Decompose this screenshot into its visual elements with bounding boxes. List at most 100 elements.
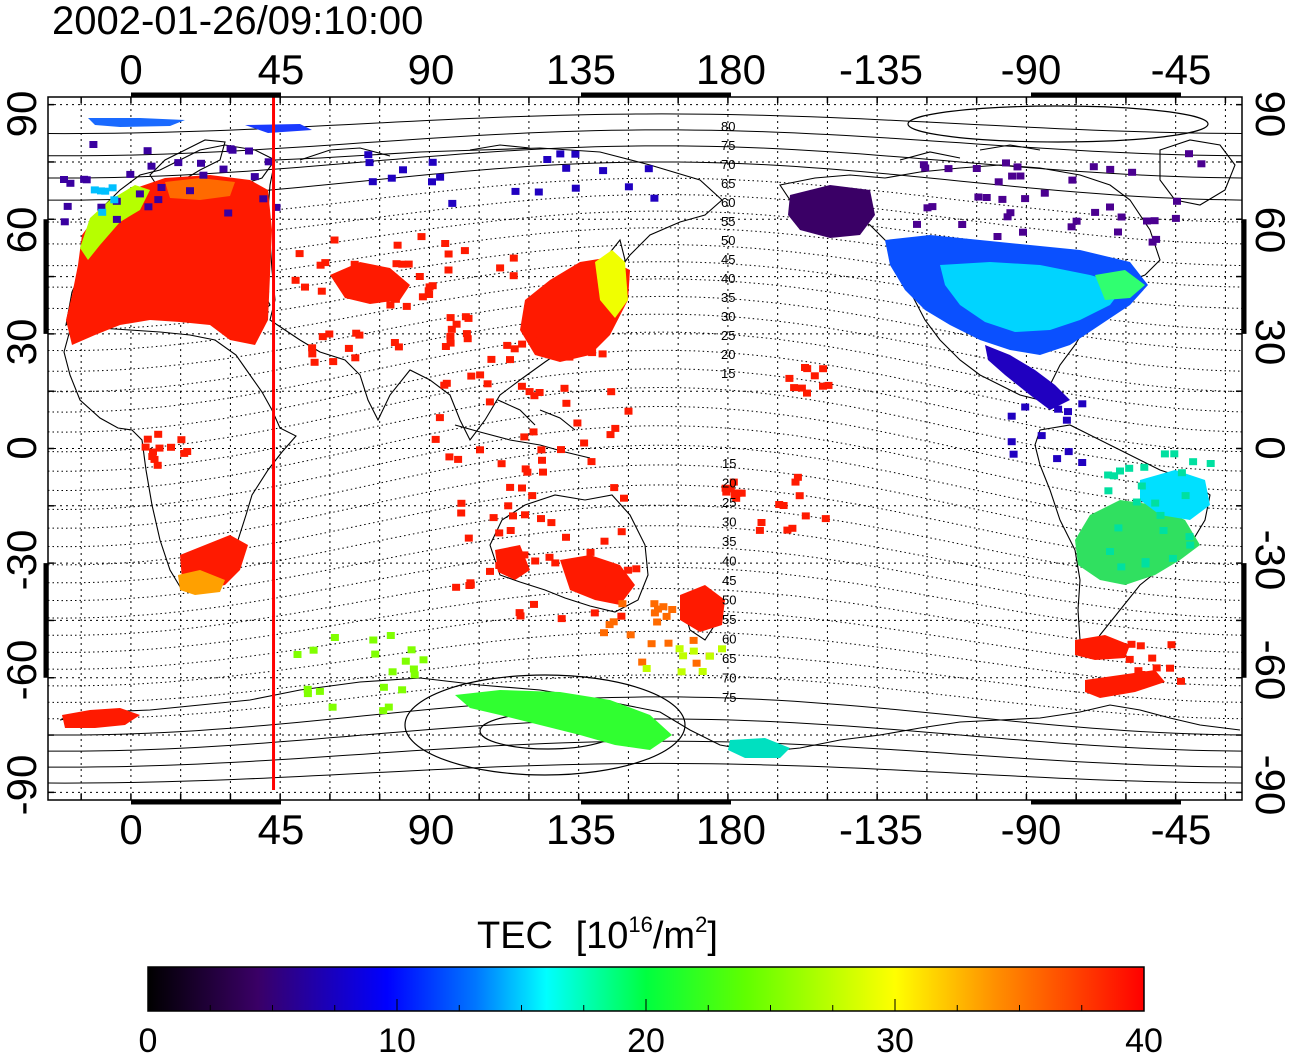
contour-lines <box>48 105 1242 784</box>
coast-indonesia <box>454 399 591 459</box>
contour-label: 70 <box>721 157 735 172</box>
contour-line <box>48 386 1242 472</box>
tec-measurement-dot <box>523 468 532 476</box>
tec-measurement-dot <box>199 171 208 179</box>
tec-measurement-dot <box>384 703 393 711</box>
tec-measurement-dot <box>974 193 983 201</box>
tec-measurement-dot <box>419 656 428 664</box>
tec-measurement-dot <box>560 384 569 392</box>
tec-measurement-dot <box>112 215 121 223</box>
tec-measurement-dot <box>379 707 388 715</box>
tec-measurement-dot <box>590 609 599 617</box>
tec-measurement-dot <box>330 634 339 641</box>
colorbar-tick-label: 0 <box>139 1022 158 1057</box>
tec-measurement-dot <box>272 203 281 211</box>
tec-measurement-dot <box>460 247 469 255</box>
tec-measurement-dot <box>518 340 527 348</box>
tec-measurement-dot <box>1007 412 1016 420</box>
tec-measurement-dot <box>457 499 466 507</box>
tec-measurement-dot <box>1078 459 1087 466</box>
tec-measurement-dot <box>677 668 686 676</box>
tec-measurement-dot <box>801 512 810 520</box>
colorbar-tick-marks <box>147 999 1145 1011</box>
contour-label: 20 <box>721 347 735 362</box>
lon-tick-top: -45 <box>1151 46 1212 93</box>
tec-measurement-dot <box>441 240 450 247</box>
tec-measurement-dot <box>689 647 698 655</box>
tec-measurement-dot <box>618 600 627 608</box>
contour-label: 65 <box>721 176 735 191</box>
tec-measurement-dot <box>371 650 380 658</box>
tec-measurement-dot <box>80 175 89 183</box>
tec-measurement-dot <box>321 259 330 267</box>
tec-measurement-dot <box>944 165 953 173</box>
tec-patch-south-america <box>1075 500 1200 585</box>
tec-measurement-dot <box>624 566 633 574</box>
tec-measurement-dot <box>154 196 163 204</box>
tec-measurement-dot <box>543 156 552 163</box>
contour-labels-south: 15 20 25 30 35 40 45 50 55 60 65 70 75 <box>722 456 736 705</box>
tec-measurement-dot <box>1117 563 1126 571</box>
lat-tick-left: 30 <box>0 319 45 366</box>
tec-measurement-dot <box>390 294 399 302</box>
tec-measurement-dot <box>446 339 455 347</box>
tec-measurement-dot <box>1104 487 1113 495</box>
tec-measurement-dot <box>444 266 453 274</box>
tec-measurement-dot <box>351 354 360 362</box>
tec-measurement-dot <box>517 382 526 390</box>
tec-measurement-dot <box>1062 416 1071 424</box>
tec-measurement-dot <box>1136 642 1145 650</box>
tec-measurement-dot <box>259 195 268 203</box>
tec-measurement-dot <box>605 621 614 629</box>
tec-measurement-dot <box>180 449 189 457</box>
tec-measurement-dot <box>328 703 337 711</box>
tec-measurement-dot <box>1037 432 1046 440</box>
tec-measurement-dot <box>586 548 595 556</box>
tec-measurement-dot <box>1009 450 1018 458</box>
tec-measurement-dot <box>506 483 515 491</box>
tec-measurement-dot <box>303 690 312 698</box>
tec-measurement-dot <box>1141 560 1150 568</box>
tec-patch-arctic-blue <box>88 118 185 127</box>
coast-greenland <box>1159 139 1236 206</box>
contour-label: 50 <box>721 233 735 248</box>
tec-measurement-dot <box>1104 471 1113 479</box>
tec-measurement-dot <box>315 687 324 695</box>
tec-measurement-dot <box>919 161 928 169</box>
tec-measurement-dot <box>461 313 470 321</box>
lat-tick-left: -60 <box>0 640 45 701</box>
tec-measurement-dot <box>810 372 819 380</box>
contour-label: 25 <box>722 495 736 510</box>
tec-measurement-dot <box>407 646 416 654</box>
tec-measurement-dot <box>388 668 397 676</box>
contour-label: 30 <box>721 309 735 324</box>
contour-ellipse-south-outer <box>404 674 686 776</box>
tec-measurement-dot <box>535 389 544 396</box>
tec-measurement-dot <box>718 645 726 653</box>
tec-measurement-dot <box>504 502 513 510</box>
tec-measurement-dot <box>1110 472 1119 480</box>
tec-measurement-dot <box>1040 189 1049 197</box>
tec-measurement-dot <box>600 537 609 545</box>
contour-label: 80 <box>721 119 735 134</box>
tec-measurement-dot <box>489 514 498 522</box>
tec-measurement-dot <box>369 636 378 644</box>
lat-tick-right: -30 <box>1247 530 1292 591</box>
contour-line <box>48 368 1242 453</box>
colorbar-tick-label: 30 <box>876 1022 914 1057</box>
lat-ticks-left: 90 60 30 0 -30 -60 -90 <box>0 91 45 816</box>
colorbar-tick-label: 20 <box>627 1022 665 1057</box>
tec-measurement-dot <box>431 435 440 443</box>
lon-tick-top: 180 <box>696 46 766 93</box>
tec-measurement-dot <box>538 456 546 464</box>
tec-measurement-dot <box>126 170 135 178</box>
tec-measurement-dot <box>364 276 373 284</box>
tec-measurement-dot <box>404 260 413 268</box>
tec-measurement-dot <box>1021 195 1030 203</box>
tec-measurement-dot <box>1007 438 1016 446</box>
tec-measurement-dot <box>462 330 471 338</box>
tec-measurement-dot <box>1117 213 1126 221</box>
lon-tick-bottom: 135 <box>546 806 616 853</box>
tec-measurement-dot <box>755 526 764 534</box>
tec-measurement-dot <box>89 141 98 148</box>
